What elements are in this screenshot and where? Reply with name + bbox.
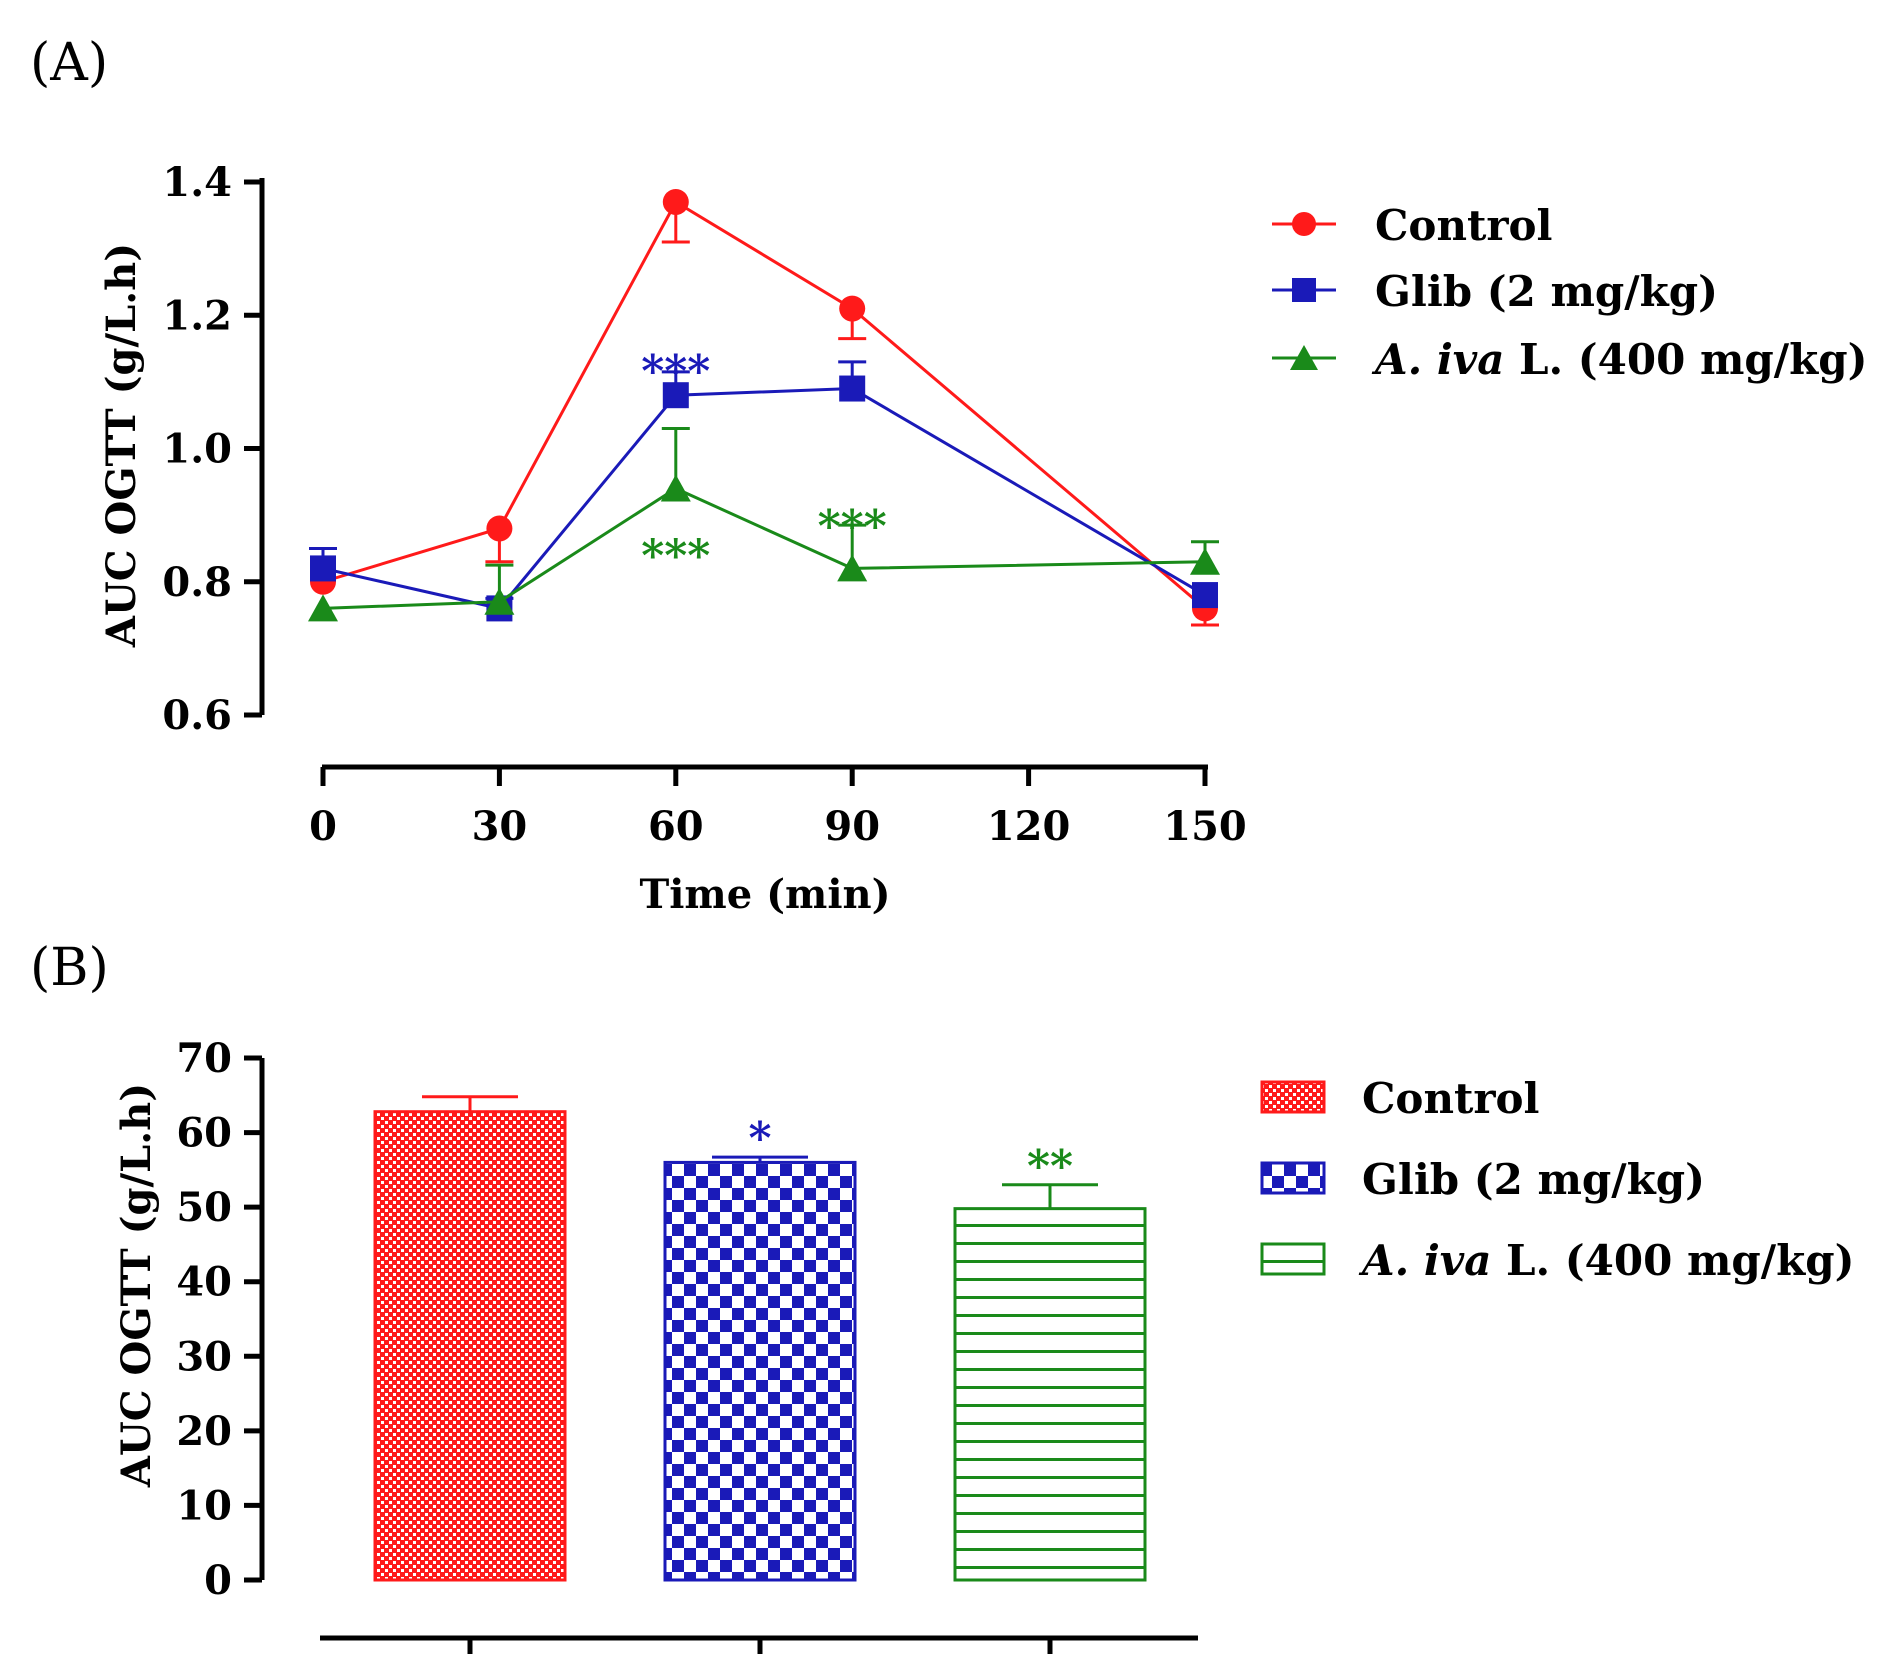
panel-a-chart: AUC OGTT (g/L.h) Time (min) 0.6 0.8 1.0 1.2… bbox=[98, 159, 1247, 918]
y-tick-label: 10 bbox=[176, 1482, 232, 1529]
y-tick-label: 0.8 bbox=[162, 559, 232, 606]
x-tick-label: 120 bbox=[987, 803, 1071, 850]
series-line-aiva bbox=[322, 486, 1206, 610]
y-tick-label: 40 bbox=[176, 1259, 232, 1306]
series-control bbox=[310, 188, 1219, 627]
series-line-glib bbox=[322, 387, 1206, 611]
bar-aiva bbox=[953, 1207, 1147, 1582]
panel-a-ylabel: AUC OGTT (g/L.h) bbox=[98, 243, 145, 648]
y-tick-label: 70 bbox=[176, 1035, 232, 1082]
bar-group-aiva: ** bbox=[953, 1141, 1147, 1582]
data-point-control bbox=[662, 188, 689, 215]
legend-b-item-control: Control bbox=[1260, 1074, 1539, 1123]
y-tick-label: 0 bbox=[204, 1557, 232, 1604]
legend-b-label-control: Control bbox=[1362, 1074, 1539, 1123]
legend-item-aiva: A. iva L. (400 mg/kg) bbox=[1272, 335, 1867, 384]
panel-b-bars: *** bbox=[373, 1095, 1147, 1582]
legend-label-glib: Glib (2 mg/kg) bbox=[1375, 267, 1718, 316]
legend-b-item-aiva: A. iva L. (400 mg/kg) bbox=[1260, 1236, 1854, 1285]
significance-label: * bbox=[748, 1113, 771, 1164]
data-point-aiva bbox=[1190, 547, 1220, 575]
x-tick-label: 150 bbox=[1163, 803, 1247, 850]
y-tick-label: 60 bbox=[176, 1110, 232, 1157]
significance-label: *** bbox=[641, 530, 710, 581]
data-point-aiva bbox=[660, 474, 691, 502]
square-icon bbox=[1292, 278, 1316, 302]
bar-group-glib: * bbox=[663, 1113, 857, 1582]
data-point-glib bbox=[310, 555, 336, 582]
data-point-aiva bbox=[308, 594, 338, 622]
panel-b-x-ticks bbox=[467, 1638, 1053, 1654]
data-point-aiva bbox=[837, 554, 868, 582]
panel-a-y-ticks: 0.6 0.8 1.0 1.2 1.4 bbox=[162, 159, 262, 739]
y-tick-label: 50 bbox=[176, 1184, 232, 1231]
panel-a-x-ticks: 0 30 60 90 120 150 bbox=[309, 767, 1247, 850]
panel-a-legend: Control Glib (2 mg/kg) A. iva L. (400 mg… bbox=[1272, 201, 1867, 384]
legend-item-control: Control bbox=[1272, 201, 1552, 250]
legend-b-label-glib: Glib (2 mg/kg) bbox=[1362, 1155, 1705, 1204]
y-tick-label: 1.4 bbox=[162, 159, 232, 206]
series-aiva: *** *** bbox=[308, 427, 1220, 622]
x-tick-label: 30 bbox=[472, 803, 528, 850]
triangle-icon bbox=[1290, 345, 1318, 370]
legend-label-aiva: A. iva L. (400 mg/kg) bbox=[1371, 335, 1867, 384]
y-tick-label: 1.2 bbox=[162, 292, 232, 339]
data-point-glib bbox=[1192, 582, 1218, 609]
significance-label: *** bbox=[818, 501, 887, 552]
y-tick-label: 20 bbox=[176, 1408, 232, 1455]
panel-b-label: (B) bbox=[30, 938, 109, 998]
data-point-glib bbox=[662, 382, 689, 409]
bar-control bbox=[373, 1110, 567, 1582]
circle-icon bbox=[1292, 212, 1316, 236]
panel-b-y-ticks: 0 10 20 30 40 50 60 70 bbox=[176, 1035, 262, 1604]
significance-label: ** bbox=[1027, 1141, 1073, 1192]
control-swatch-icon bbox=[1260, 1080, 1326, 1114]
legend-b-label-aiva: A. iva L. (400 mg/kg) bbox=[1358, 1236, 1854, 1285]
data-point-aiva bbox=[484, 587, 515, 615]
series-glib: *** bbox=[309, 346, 1218, 622]
x-tick-label: 0 bbox=[309, 803, 337, 850]
y-tick-label: 30 bbox=[176, 1333, 232, 1380]
panel-a-xlabel: Time (min) bbox=[639, 871, 890, 918]
x-tick-label: 90 bbox=[824, 803, 880, 850]
panel-a-series: *** *** *** bbox=[308, 188, 1220, 627]
y-tick-label: 1.0 bbox=[162, 426, 232, 473]
aiva-swatch-icon bbox=[1260, 1242, 1326, 1276]
panel-a-label: (A) bbox=[30, 33, 108, 93]
bar-group-control bbox=[373, 1095, 567, 1582]
legend-b-item-glib: Glib (2 mg/kg) bbox=[1260, 1155, 1705, 1204]
legend-item-glib: Glib (2 mg/kg) bbox=[1272, 267, 1718, 316]
data-point-control bbox=[839, 295, 866, 322]
y-tick-label: 0.6 bbox=[162, 692, 232, 739]
glib-swatch-icon bbox=[1260, 1161, 1326, 1195]
x-tick-label: 60 bbox=[648, 803, 704, 850]
legend-label-control: Control bbox=[1375, 201, 1552, 250]
significance-label: *** bbox=[641, 346, 710, 397]
bar-glib bbox=[663, 1160, 857, 1582]
panel-b-legend: Control Glib (2 mg/kg) A. iva L. (400 mg… bbox=[1260, 1074, 1854, 1285]
data-point-control bbox=[486, 515, 513, 542]
panel-b-ylabel: AUC OGTT (g/L.h) bbox=[113, 1083, 160, 1488]
data-point-glib bbox=[839, 375, 866, 402]
series-line-control bbox=[322, 199, 1206, 610]
